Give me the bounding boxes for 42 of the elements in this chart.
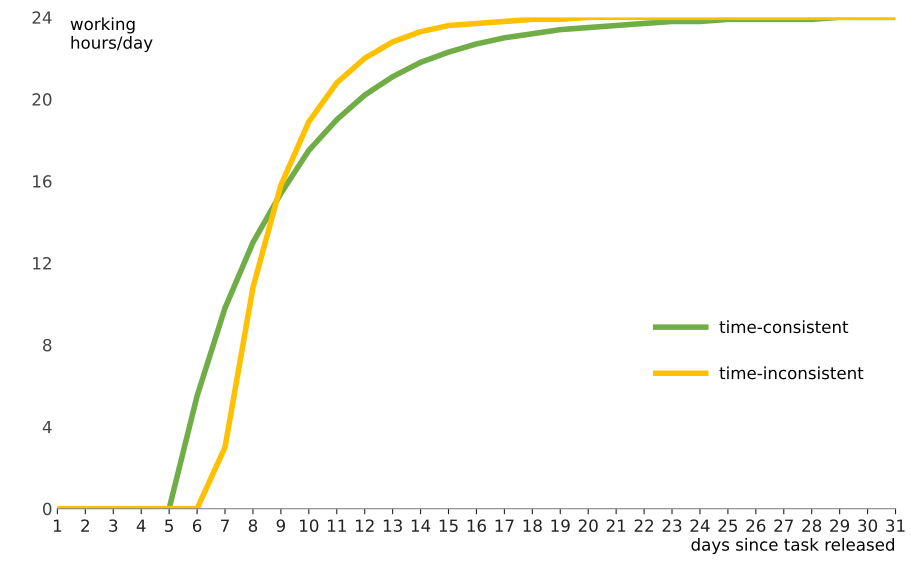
x-tick-label: 9 (276, 519, 286, 532)
x-tick-label: 3 (109, 519, 118, 532)
x-tick-label: 31 (886, 519, 905, 532)
x-tick-label: 21 (606, 519, 626, 532)
y-tick-label: 0 (43, 502, 52, 516)
x-tick-label: 20 (578, 519, 598, 532)
y-tick-label: 16 (33, 175, 52, 188)
x-tick-label: 26 (746, 519, 766, 532)
legend-label: time-inconsistent (720, 366, 864, 380)
x-tick-label: 2 (81, 519, 89, 532)
x-tick-label: 24 (690, 519, 710, 532)
x-tick-label: 10 (300, 519, 318, 532)
x-tick-label: 30 (858, 519, 878, 532)
x-tick-label: 13 (384, 519, 402, 532)
x-axis-title: days since task released (691, 538, 894, 554)
x-tick-label: 29 (830, 519, 850, 532)
x-tick-label: 22 (634, 519, 654, 532)
x-tick-label: 19 (551, 519, 570, 532)
y-tick-label: 8 (43, 338, 52, 352)
x-tick-label: 18 (524, 519, 542, 532)
x-tick-label: 23 (662, 519, 682, 532)
x-tick-label: 7 (221, 520, 229, 532)
x-tick-label: 16 (468, 519, 486, 532)
x-tick-label: 1 (54, 520, 62, 532)
x-tick-label: 14 (412, 520, 430, 532)
x-tick-label: 27 (774, 519, 793, 532)
x-tick-label: 4 (136, 520, 146, 532)
y-axis-title: working hours/day (70, 17, 153, 52)
x-tick-label: 5 (165, 520, 173, 532)
x-tick-label: 12 (356, 519, 374, 532)
y-tick-label: 12 (33, 256, 51, 270)
x-tick-label: 28 (802, 519, 822, 532)
y-tick-label: 20 (32, 93, 52, 106)
y-tick-label: 4 (42, 420, 52, 434)
y-tick-label: 24 (32, 11, 52, 24)
x-tick-label: 25 (718, 519, 738, 532)
x-tick-label: 15 (440, 520, 458, 532)
legend-label: time-consistent (720, 320, 848, 334)
x-tick-label: 11 (328, 520, 346, 532)
x-tick-label: 8 (248, 519, 258, 532)
x-tick-label: 17 (496, 520, 514, 532)
x-tick-label: 6 (192, 519, 202, 532)
